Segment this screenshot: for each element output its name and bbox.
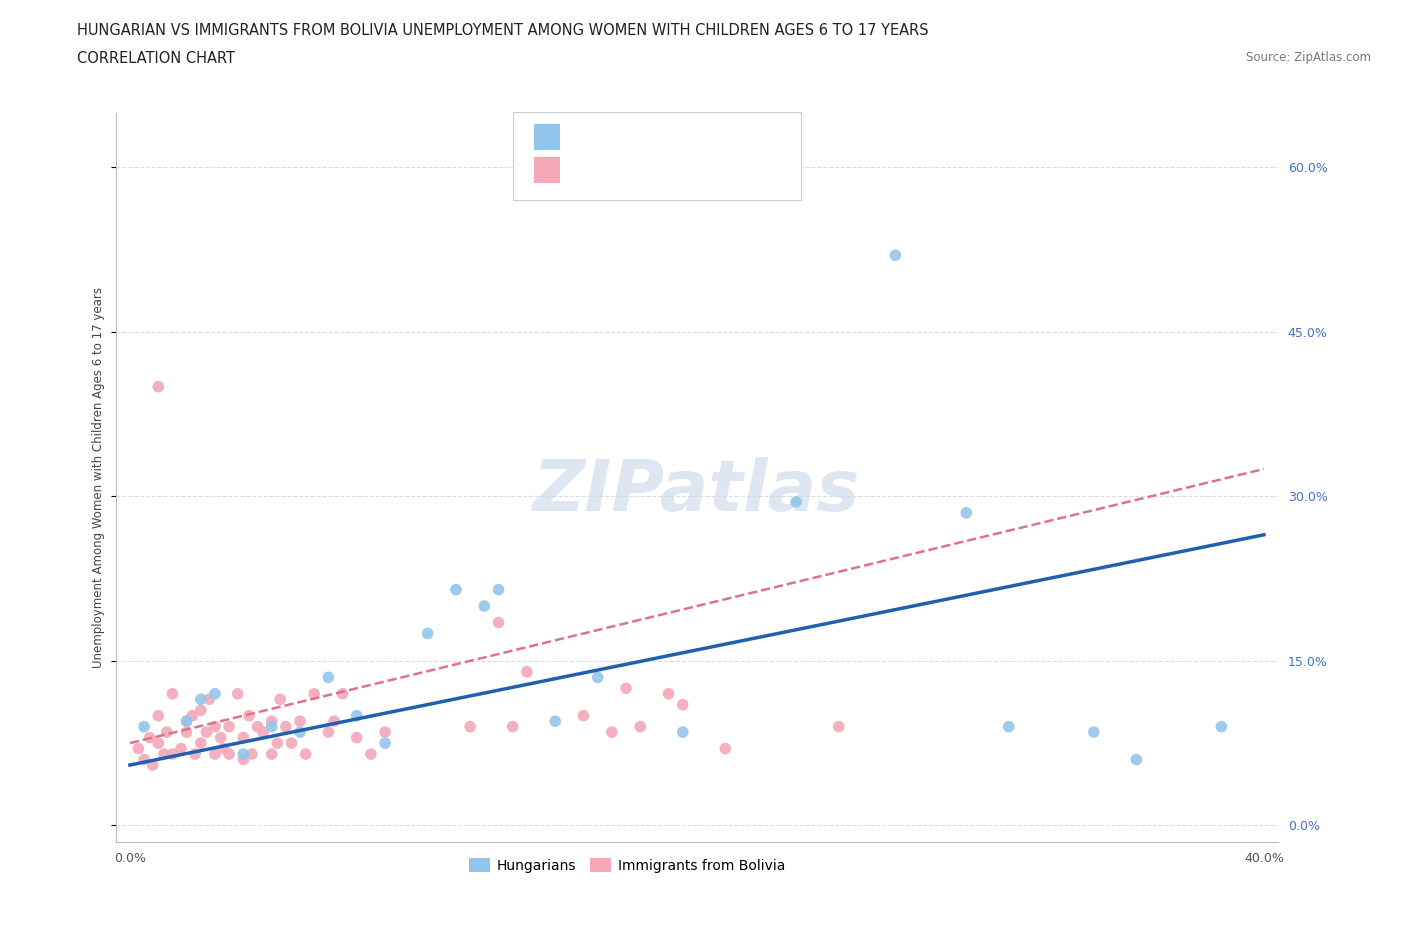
Point: [190, 736, 212, 751]
Point: [195, 724, 218, 739]
Point: [176, 724, 198, 739]
Point: [280, 736, 302, 751]
Point: [444, 582, 467, 597]
Point: [153, 747, 176, 762]
Point: [828, 719, 851, 734]
Text: ZIPatlas: ZIPatlas: [533, 458, 860, 526]
Point: [209, 730, 232, 745]
Point: [260, 719, 283, 734]
Point: [232, 730, 254, 745]
Point: [238, 709, 260, 724]
Point: [1125, 752, 1147, 767]
Point: [226, 686, 249, 701]
Point: [614, 681, 637, 696]
Point: [374, 724, 396, 739]
Point: [142, 758, 165, 773]
Point: [1211, 719, 1233, 734]
Point: [374, 736, 396, 751]
Point: [628, 719, 651, 734]
Point: [162, 747, 184, 762]
Point: [204, 747, 226, 762]
Point: [302, 686, 325, 701]
Point: [252, 724, 274, 739]
Point: [190, 703, 212, 718]
Point: [586, 670, 609, 684]
Point: [132, 719, 155, 734]
Point: [204, 719, 226, 734]
Point: [997, 719, 1019, 734]
Point: [658, 686, 681, 701]
Point: [127, 741, 149, 756]
Point: [1083, 724, 1105, 739]
Point: [672, 698, 695, 712]
Point: [544, 713, 567, 728]
Point: [672, 724, 695, 739]
Point: [294, 747, 316, 762]
Point: [212, 741, 235, 756]
Point: [346, 709, 368, 724]
Point: [170, 741, 193, 756]
Point: [488, 582, 510, 597]
Point: [955, 505, 977, 520]
Point: [318, 724, 340, 739]
Point: [218, 747, 240, 762]
Point: [139, 730, 162, 745]
Point: [416, 626, 439, 641]
Point: [318, 670, 340, 684]
Point: [204, 686, 226, 701]
Point: [232, 747, 254, 762]
Point: [198, 692, 221, 707]
Point: [360, 747, 382, 762]
Point: [260, 713, 283, 728]
Point: [274, 719, 297, 734]
Point: [332, 686, 354, 701]
Point: [132, 752, 155, 767]
Point: [156, 724, 179, 739]
Point: [176, 713, 198, 728]
Point: [184, 747, 207, 762]
Point: [232, 752, 254, 767]
Point: [162, 686, 184, 701]
Text: 0.131: 0.131: [610, 163, 655, 178]
Y-axis label: Unemployment Among Women with Children Ages 6 to 17 years: Unemployment Among Women with Children A…: [93, 286, 105, 668]
Point: [572, 709, 595, 724]
Point: [884, 247, 907, 262]
Text: 0.371: 0.371: [610, 129, 655, 144]
Point: [260, 747, 283, 762]
Text: 24: 24: [716, 129, 734, 144]
Point: [148, 709, 170, 724]
Text: N =: N =: [658, 129, 713, 144]
Point: [785, 495, 807, 510]
Point: [458, 719, 481, 734]
Point: [346, 730, 368, 745]
Point: [266, 736, 288, 751]
Point: [269, 692, 291, 707]
Point: [323, 713, 346, 728]
Text: HUNGARIAN VS IMMIGRANTS FROM BOLIVIA UNEMPLOYMENT AMONG WOMEN WITH CHILDREN AGES: HUNGARIAN VS IMMIGRANTS FROM BOLIVIA UNE…: [77, 23, 929, 38]
Point: [714, 741, 737, 756]
Text: Source: ZipAtlas.com: Source: ZipAtlas.com: [1246, 51, 1371, 64]
Point: [502, 719, 524, 734]
Text: CORRELATION CHART: CORRELATION CHART: [77, 51, 235, 66]
Point: [288, 713, 311, 728]
Point: [600, 724, 623, 739]
Point: [148, 379, 170, 394]
Point: [288, 724, 311, 739]
Point: [176, 713, 198, 728]
Point: [218, 719, 240, 734]
Point: [488, 615, 510, 630]
Text: 60: 60: [716, 163, 734, 178]
Text: R =: R =: [568, 163, 605, 178]
Point: [240, 747, 263, 762]
Point: [148, 736, 170, 751]
Point: [181, 709, 204, 724]
Point: [246, 719, 269, 734]
Legend: Hungarians, Immigrants from Bolivia: Hungarians, Immigrants from Bolivia: [464, 853, 792, 879]
Point: [472, 599, 495, 614]
Point: [516, 664, 538, 679]
Text: N =: N =: [658, 163, 713, 178]
Text: R =: R =: [568, 129, 605, 144]
Point: [190, 692, 212, 707]
